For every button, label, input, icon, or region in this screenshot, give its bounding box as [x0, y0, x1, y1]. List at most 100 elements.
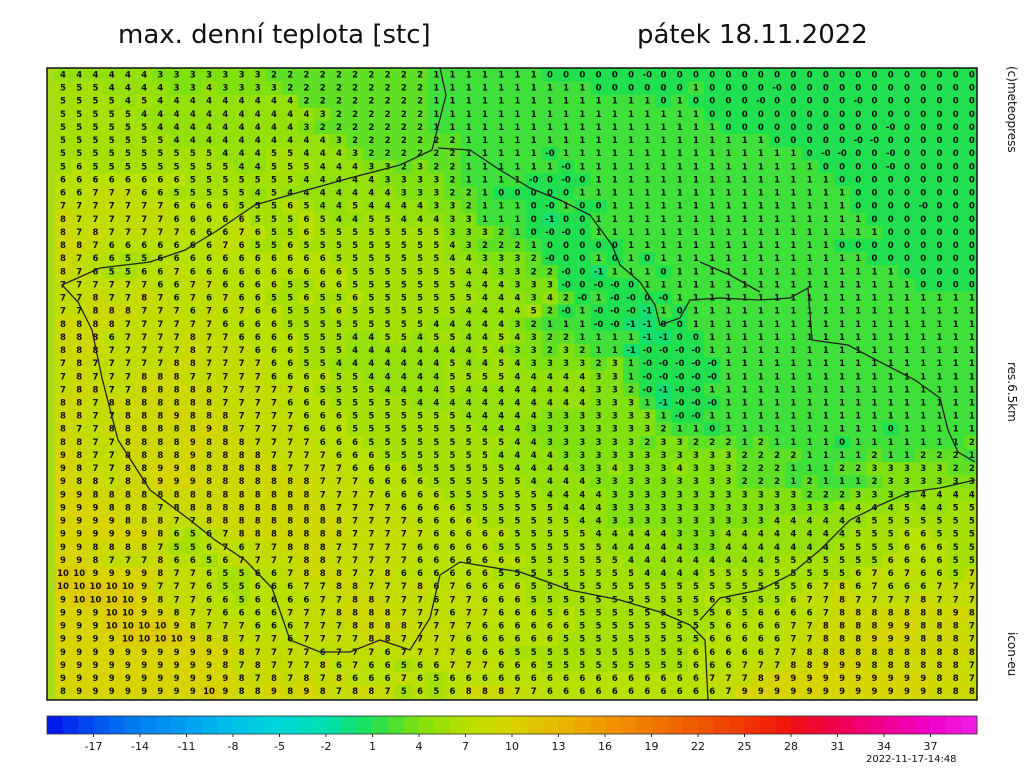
cell-value: 6: [904, 530, 910, 540]
cell-value: 5: [417, 280, 423, 290]
cell-value: 9: [190, 451, 196, 461]
cell-value: 8: [222, 451, 228, 461]
cell-value: 6: [320, 425, 326, 435]
cell-value: 7: [450, 622, 456, 632]
cell-value: 1: [774, 228, 780, 238]
cell-value: 4: [563, 372, 569, 382]
cell-value: 1: [725, 267, 731, 277]
cell-value: 1: [628, 333, 634, 343]
cell-value: 5: [92, 136, 98, 146]
cell-value: 3: [450, 228, 456, 238]
grid-cell: [200, 252, 218, 266]
grid-cell: [411, 186, 429, 201]
cell-value: 0: [563, 189, 569, 199]
cell-value: 4: [677, 556, 683, 566]
cell-value: 3: [790, 490, 796, 500]
cell-value: 7: [76, 228, 82, 238]
cell-value: 1: [661, 202, 667, 212]
cell-value: 4: [482, 425, 488, 435]
cell-value: 3: [563, 438, 569, 448]
grid-cell: [184, 134, 202, 148]
cell-value: 6: [109, 175, 115, 185]
cell-value: 5: [547, 517, 553, 527]
grid-cell: [590, 94, 608, 109]
grid-cell: [71, 212, 88, 227]
cell-value: 7: [109, 228, 115, 238]
cell-value: 4: [401, 346, 407, 356]
cell-value: 7: [190, 320, 196, 330]
grid-cell: [866, 173, 884, 187]
cell-value: 4: [385, 385, 391, 395]
grid-cell: [493, 239, 510, 253]
grid-cell: [558, 68, 575, 82]
cell-value: 5: [677, 595, 683, 605]
grid-cell: [655, 81, 673, 96]
cell-value: 6: [287, 254, 293, 264]
grid-cell: [525, 212, 543, 227]
grid-cell: [752, 252, 770, 266]
grid-cell: [704, 81, 721, 96]
grid-cell: [249, 278, 267, 292]
cell-value: 1: [514, 149, 520, 159]
grid-cell: [752, 186, 770, 201]
grid-cell: [476, 252, 494, 266]
cell-value: 6: [60, 175, 66, 185]
cell-value: 6: [303, 267, 309, 277]
grid-cell: [476, 68, 494, 82]
grid-cell: [136, 173, 153, 187]
grid-cell: [411, 94, 429, 109]
grid-cell: [249, 186, 267, 201]
cell-value: 8: [303, 477, 309, 487]
grid-cell: [379, 252, 397, 266]
cell-value: 4: [514, 425, 520, 435]
cell-value: 4: [417, 202, 423, 212]
cell-value: 8: [953, 622, 959, 632]
cell-value: 0: [790, 110, 796, 120]
cell-value: 7: [287, 425, 293, 435]
grid-cell: [428, 173, 445, 187]
cell-value: 7: [239, 307, 245, 317]
cell-value: 5: [563, 635, 569, 645]
cell-value: 0: [888, 228, 894, 238]
cell-value: 1: [742, 425, 748, 435]
cell-value: 5: [774, 556, 780, 566]
cell-value: 0: [953, 149, 959, 159]
cell-value: 5: [531, 556, 537, 566]
grid-cell: [541, 173, 559, 187]
grid-cell: [233, 147, 251, 161]
cell-value: 6: [255, 254, 261, 264]
grid-cell: [411, 199, 429, 214]
grid-cell: [947, 186, 965, 201]
grid-cell: [752, 291, 770, 305]
cell-value: 1: [709, 202, 715, 212]
cell-value: 1: [482, 84, 488, 94]
cell-value: 5: [612, 635, 618, 645]
grid-cell: [704, 68, 721, 82]
cell-value: 5: [125, 162, 131, 172]
cell-value: 7: [401, 608, 407, 618]
grid-cell: [136, 278, 153, 292]
cell-value: 1: [888, 307, 894, 317]
cell-value: 5: [872, 517, 878, 527]
cell-value: -1: [659, 385, 669, 395]
cell-value: 3: [644, 490, 650, 500]
cell-value: 0: [758, 71, 764, 81]
cell-value: 1: [855, 267, 861, 277]
cell-value: 2: [807, 490, 813, 500]
grid-cell: [184, 160, 202, 174]
cell-value: 8: [125, 490, 131, 500]
cell-value: 1: [693, 320, 699, 330]
grid-cell: [898, 68, 916, 82]
cell-value: 2: [417, 149, 423, 159]
grid-cell: [233, 120, 251, 135]
cell-value: -0: [594, 307, 604, 317]
cell-value: 1: [628, 97, 634, 107]
cell-value: 0: [872, 202, 878, 212]
cell-value: -0: [756, 97, 766, 107]
cell-value: 5: [271, 241, 277, 251]
grid-cell: [314, 186, 332, 201]
cell-value: 5: [450, 438, 456, 448]
grid-cell: [882, 199, 900, 214]
cell-value: 7: [125, 202, 131, 212]
cell-value: -0: [594, 320, 604, 330]
